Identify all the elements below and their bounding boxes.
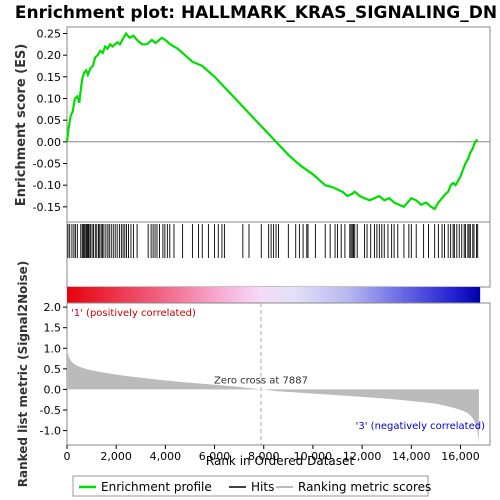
x-tick-label: 0 xyxy=(64,450,71,463)
metric-y-axis-label: Ranked list metric (Signal2Noise) xyxy=(16,261,30,488)
es-y-tick-label: -0.15 xyxy=(33,201,61,214)
es-y-axis-label: Enrichment score (ES) xyxy=(14,44,29,207)
x-tick-label: 16,000 xyxy=(441,450,480,463)
metric-y-axis: -1.0 -0.5 0.0 0.5 1.0 1.5 2.0 xyxy=(40,301,67,438)
x-tick-label: 12,000 xyxy=(343,450,382,463)
chart-title: Enrichment plot: HALLMARK_KRAS_SIGNALING… xyxy=(15,3,497,23)
legend-metric-label: Ranking metric scores xyxy=(298,480,431,494)
es-y-tick-label: 0.25 xyxy=(37,28,62,41)
x-axis: 0 2,000 4,000 6,000 8,000 10,000 12,000 14,000 1… xyxy=(64,445,480,463)
positive-correlation-label: '1' (positively correlated) xyxy=(71,308,196,319)
metric-y-tick-label: 0.0 xyxy=(44,383,62,396)
zero-cross-label: Zero cross at 7887 xyxy=(214,375,308,386)
hits-marks xyxy=(67,224,479,258)
x-tick-label: 10,000 xyxy=(294,450,333,463)
legend-frame xyxy=(72,475,429,497)
legend-es-label: Enrichment profile xyxy=(101,480,212,494)
ranking-color-bar xyxy=(67,287,481,303)
x-tick-label: 4,000 xyxy=(150,450,182,463)
ranking-gradient xyxy=(67,287,481,303)
x-tick-label: 14,000 xyxy=(392,450,431,463)
legend-hits-label: Hits xyxy=(251,480,274,494)
es-panel-frame xyxy=(66,26,491,223)
x-tick-label: 8,000 xyxy=(248,450,280,463)
metric-y-tick-label: 1.0 xyxy=(44,342,62,355)
es-y-tick-label: 0.10 xyxy=(37,93,62,106)
x-tick-label: 2,000 xyxy=(100,450,132,463)
es-y-tick-label: 0.15 xyxy=(37,71,62,84)
negative-correlation-label: '3' (negatively correlated) xyxy=(356,421,485,432)
metric-y-tick-label: -0.5 xyxy=(40,404,61,417)
metric-y-tick-label: 0.5 xyxy=(44,363,62,376)
x-axis-label: Rank in Ordered Dataset xyxy=(206,454,354,468)
es-y-tick-label: 0.00 xyxy=(37,136,62,149)
metric-y-tick-label: -1.0 xyxy=(40,425,61,438)
es-y-tick-label: -0.10 xyxy=(33,179,61,192)
metric-y-tick-label: 1.5 xyxy=(44,322,62,335)
es-panel: -0.15-0.10-0.050.000.050.100.150.200.25 … xyxy=(14,26,491,223)
es-y-tick-label: -0.05 xyxy=(33,158,61,171)
metric-y-tick-label: 2.0 xyxy=(44,301,62,314)
metric-panel: -1.0 -0.5 0.0 0.5 1.0 1.5 2.0 Zero cross at 78… xyxy=(16,261,491,488)
hits-panel xyxy=(66,221,491,288)
es-y-axis: -0.15 -0.10 -0.05 0.00 0.05 0.10 0.15 0.20 0.25 xyxy=(33,28,67,214)
legend: Enrichment profile Hits Ranking metric s… xyxy=(72,475,431,497)
ranking-metric-area xyxy=(67,348,479,443)
es-y-tick-label: 0.05 xyxy=(37,114,62,127)
metric-panel-frame xyxy=(66,302,491,446)
enrichment-profile-line xyxy=(65,31,479,211)
x-tick-label: 6,000 xyxy=(199,450,231,463)
es-y-tick-label: 0.20 xyxy=(37,49,62,62)
